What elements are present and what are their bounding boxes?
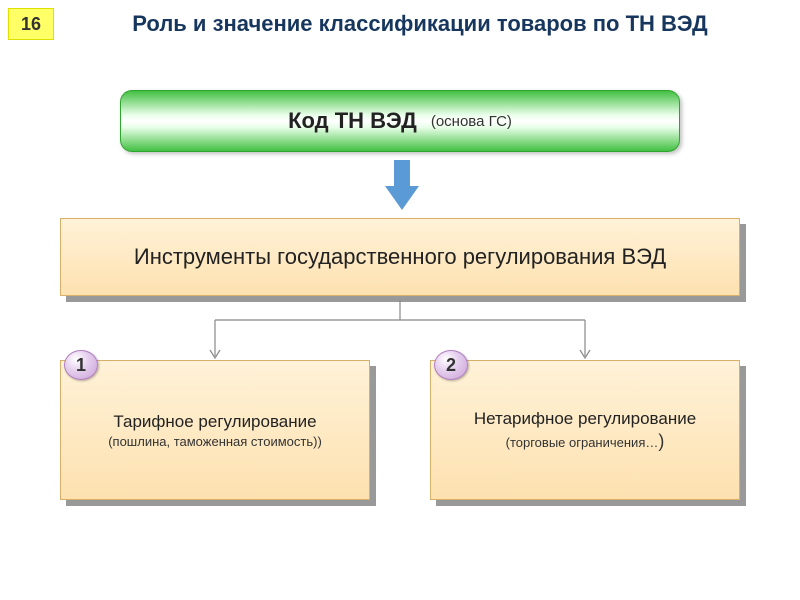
sub-box-2-desc-prefix: (торговые ограничения… bbox=[506, 435, 659, 450]
arrow-down-icon bbox=[385, 160, 419, 210]
top-code-main: Код ТН ВЭД bbox=[288, 108, 417, 134]
sub-box-nontariff: Нетарифное регулирование (торговые огран… bbox=[430, 360, 740, 500]
main-instruments-box: Инструменты государственного регулирован… bbox=[60, 218, 740, 296]
sub-box-1-title: Тарифное регулирование bbox=[113, 412, 316, 432]
top-code-sub: (основа ГС) bbox=[431, 113, 512, 130]
sub-box-2-desc: (торговые ограничения…) bbox=[506, 431, 665, 452]
badge-2-text: 2 bbox=[446, 355, 456, 376]
main-instruments-text: Инструменты государственного регулирован… bbox=[134, 243, 666, 272]
top-code-box: Код ТН ВЭД (основа ГС) bbox=[120, 90, 680, 152]
sub-box-1-desc: (пошлина, таможенная стоимость)) bbox=[108, 434, 322, 449]
badge-1: 1 bbox=[64, 350, 98, 380]
slide-number-text: 16 bbox=[21, 14, 41, 35]
sub-box-2-desc-suffix: ) bbox=[658, 431, 664, 451]
sub-box-tariff: Тарифное регулирование (пошлина, таможен… bbox=[60, 360, 370, 500]
slide-title: Роль и значение классификации товаров по… bbox=[70, 10, 770, 38]
badge-1-text: 1 bbox=[76, 355, 86, 376]
sub-box-2-title: Нетарифное регулирование bbox=[474, 409, 696, 429]
connector-lines bbox=[120, 300, 680, 360]
badge-2: 2 bbox=[434, 350, 468, 380]
slide-number-badge: 16 bbox=[8, 8, 54, 40]
